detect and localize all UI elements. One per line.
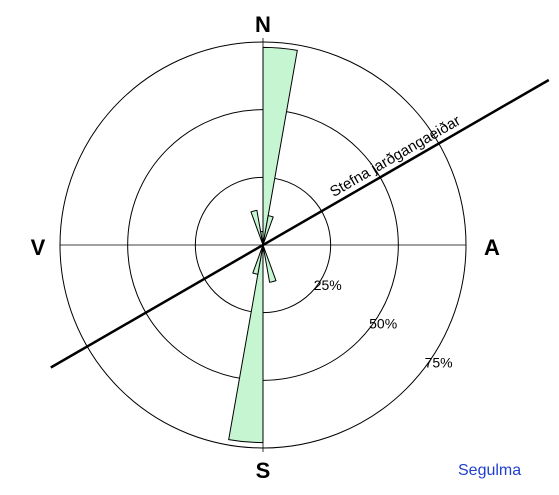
petal xyxy=(228,244,264,444)
petal xyxy=(252,244,264,275)
ring-label: 25% xyxy=(314,277,342,293)
south-label: S xyxy=(256,458,271,483)
ring-label: 50% xyxy=(369,316,397,332)
east-label: A xyxy=(484,235,500,260)
ring-label: 75% xyxy=(425,354,453,370)
north-label: N xyxy=(255,12,271,37)
west-label: V xyxy=(31,235,46,260)
petal xyxy=(262,46,298,246)
direction-line xyxy=(50,78,550,369)
direction-label: Stefna jarðgangaeiðar xyxy=(327,112,463,201)
petal xyxy=(250,209,264,246)
petal xyxy=(262,244,277,283)
petal xyxy=(262,215,274,246)
petal xyxy=(260,230,264,246)
footer-text: Segulma xyxy=(458,462,521,479)
